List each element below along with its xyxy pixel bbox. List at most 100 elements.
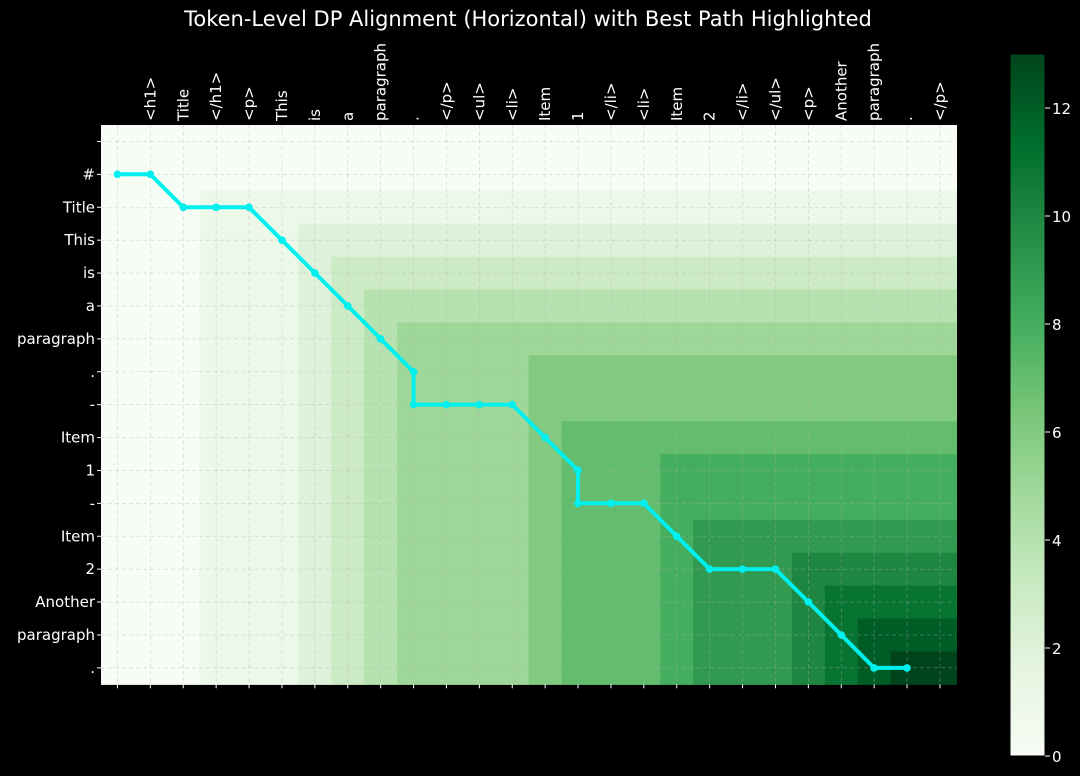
best-path-point bbox=[212, 203, 220, 212]
colorbar-gradient bbox=[1009, 53, 1046, 757]
best-path-point bbox=[146, 170, 155, 179]
y-tick-label: - bbox=[90, 494, 95, 512]
y-tick-label: . bbox=[90, 659, 95, 677]
x-tick-label: This bbox=[273, 90, 291, 122]
best-path-point bbox=[541, 433, 549, 442]
best-path-point bbox=[804, 598, 813, 606]
x-tick-labels: <h1> Title </h1> <p> This is a paragraph. </p> <u… bbox=[116, 43, 949, 689]
heatmap-cell bbox=[791, 223, 826, 258]
heatmap-cell bbox=[364, 223, 398, 258]
heatmap-cell bbox=[627, 388, 661, 422]
heatmap-cell bbox=[101, 223, 135, 258]
y-tick-label: Item bbox=[61, 429, 95, 447]
best-path-point bbox=[311, 269, 319, 277]
grid-lines bbox=[101, 125, 957, 685]
x-tick-label: <ul> bbox=[470, 82, 488, 121]
y-tick-label: This bbox=[63, 231, 95, 249]
heatmap-cell bbox=[364, 651, 398, 685]
best-path-point bbox=[738, 565, 747, 573]
y-tick-label: - bbox=[90, 396, 95, 414]
heatmap-cell bbox=[364, 486, 398, 521]
x-tick-label: <p> bbox=[799, 86, 817, 121]
x-tick-label: <li> bbox=[635, 88, 653, 121]
x-tick-label: 2 bbox=[701, 111, 719, 121]
best-path-point bbox=[344, 302, 352, 310]
colorbar-tick-label: 0 bbox=[1052, 748, 1062, 766]
best-path-point bbox=[640, 499, 648, 508]
best-path-point bbox=[442, 400, 451, 409]
best-path bbox=[113, 170, 911, 672]
heatmap-cell bbox=[101, 651, 135, 685]
best-path-point bbox=[837, 631, 846, 639]
colorbar: 0 2 4 6 8 10 12 bbox=[1009, 53, 1071, 766]
heatmap-cell bbox=[101, 256, 135, 291]
colorbar-tick-label: 12 bbox=[1052, 100, 1071, 118]
x-tick-label: is bbox=[306, 109, 324, 121]
y-tick-label: 1 bbox=[85, 461, 95, 479]
best-path-point bbox=[409, 400, 418, 409]
y-tick-label: # bbox=[82, 165, 95, 183]
best-path-point bbox=[771, 565, 780, 573]
x-tick-label: </ul> bbox=[766, 77, 784, 121]
x-tick-label: </p> bbox=[931, 81, 949, 121]
best-path-point bbox=[705, 565, 714, 573]
x-tick-label: </p> bbox=[437, 81, 455, 121]
x-tick-label: Another bbox=[832, 60, 850, 121]
x-tick-label: Item bbox=[536, 87, 554, 121]
y-tick-label: 2 bbox=[85, 560, 95, 578]
heatmap-cell bbox=[627, 651, 661, 685]
y-tick-label: is bbox=[83, 264, 95, 282]
best-path-point bbox=[245, 203, 253, 212]
x-tick-label: . bbox=[405, 116, 423, 121]
heatmap-cell bbox=[101, 486, 135, 521]
heatmap-cell bbox=[791, 486, 826, 521]
heatmap-cell bbox=[101, 388, 135, 422]
x-tick-label: paragraph bbox=[865, 43, 883, 121]
best-path-point bbox=[673, 532, 681, 541]
best-path-point bbox=[475, 400, 484, 409]
y-tick-label: Another bbox=[35, 593, 96, 611]
colorbar-tick-label: 4 bbox=[1052, 532, 1062, 550]
y-tick-labels: # Title This is a paragraph. - Item 1 - Item 2 Anoth… bbox=[17, 140, 101, 677]
best-path-point bbox=[870, 664, 878, 672]
y-tick-label: paragraph bbox=[17, 626, 95, 644]
x-tick-label: Item bbox=[668, 87, 686, 121]
colorbar-tick-label: 8 bbox=[1052, 316, 1062, 334]
y-tick-label: . bbox=[90, 363, 95, 381]
heatmap-cell bbox=[791, 256, 826, 291]
best-path-point bbox=[508, 400, 517, 409]
best-path-point bbox=[179, 203, 188, 212]
best-path-point bbox=[574, 499, 582, 508]
colorbar-tick-label: 2 bbox=[1052, 640, 1062, 658]
y-tick-label: a bbox=[86, 297, 95, 315]
heatmap-cell bbox=[397, 421, 431, 455]
y-tick-label: paragraph bbox=[17, 330, 95, 348]
heatmap-cell bbox=[101, 421, 135, 455]
heatmap-cell bbox=[364, 421, 398, 455]
best-path-point bbox=[278, 236, 286, 244]
x-tick-label: 1 bbox=[569, 111, 587, 121]
heatmap-cell bbox=[397, 256, 431, 291]
best-path-point bbox=[903, 664, 911, 672]
best-path-point bbox=[409, 368, 418, 376]
heatmap-cell bbox=[397, 486, 431, 521]
best-path-point bbox=[574, 466, 582, 475]
heatmap-cell bbox=[364, 256, 398, 291]
heatmap-cell bbox=[397, 223, 431, 258]
x-tick-label: paragraph bbox=[372, 43, 390, 121]
x-tick-label: <p> bbox=[240, 86, 258, 121]
y-tick-label: Item bbox=[61, 527, 95, 545]
x-tick-label: <li> bbox=[503, 88, 521, 121]
colorbar-tick-label: 10 bbox=[1052, 208, 1071, 226]
x-tick-label: </li> bbox=[734, 82, 752, 121]
heatmap-cell bbox=[397, 651, 431, 685]
best-path-point bbox=[113, 170, 122, 179]
x-tick-label: a bbox=[339, 112, 357, 121]
x-tick-label: </h1> bbox=[207, 72, 225, 121]
best-path-point bbox=[376, 335, 385, 343]
x-tick-label: </li> bbox=[602, 82, 620, 121]
chart-title: Token-Level DP Alignment (Horizontal) wi… bbox=[183, 7, 872, 31]
best-path-point bbox=[607, 499, 615, 508]
heatmap-cell bbox=[627, 223, 661, 258]
